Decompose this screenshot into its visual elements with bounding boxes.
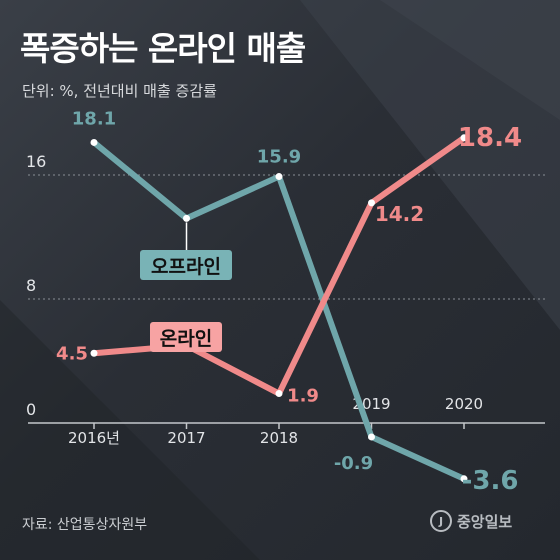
data-point xyxy=(460,475,468,483)
y-tick-label: 16 xyxy=(26,152,46,171)
y-tick-label: 0 xyxy=(26,400,36,419)
brand-mark-icon: J xyxy=(430,510,452,532)
x-tick-label: 2016년 xyxy=(68,429,120,447)
legend-online: 온라인 xyxy=(150,322,222,352)
data-point xyxy=(368,433,375,441)
data-label: 18.1 xyxy=(72,108,116,129)
y-tick-label: 8 xyxy=(26,276,36,295)
data-label: 14.2 xyxy=(375,202,424,226)
data-point xyxy=(90,349,98,357)
data-point xyxy=(460,134,468,142)
data-label: 18.4 xyxy=(458,123,522,153)
data-label: 1.9 xyxy=(287,386,319,407)
chart-source: 자료: 산업통상자원부 xyxy=(22,517,148,533)
data-point xyxy=(368,199,375,207)
legend-text: 오프라인 xyxy=(151,256,221,278)
chart-subtitle: 단위: %, 전년대비 매출 증감률 xyxy=(22,82,217,100)
x-tick-label: 2018 xyxy=(260,429,298,447)
data-label: -3.6 xyxy=(462,466,519,496)
brand-logo: J 중앙일보 xyxy=(430,510,512,532)
data-label: 15.9 xyxy=(257,147,301,168)
data-point xyxy=(90,138,98,146)
data-point xyxy=(275,173,283,181)
data-point xyxy=(275,390,283,398)
data-label: 4.5 xyxy=(56,343,88,364)
legend-text: 온라인 xyxy=(160,328,212,350)
legend-box xyxy=(140,250,232,280)
x-tick-label: 2020 xyxy=(445,395,483,413)
chart-title: 폭증하는 온라인 매출 xyxy=(20,29,306,68)
legend-offline: 오프라인 xyxy=(140,222,232,280)
brand-name: 중앙일보 xyxy=(457,512,513,531)
data-label: -0.9 xyxy=(334,453,373,474)
legend-box xyxy=(150,322,222,352)
data-point xyxy=(183,214,190,222)
x-tick-label: 2017 xyxy=(167,429,205,447)
